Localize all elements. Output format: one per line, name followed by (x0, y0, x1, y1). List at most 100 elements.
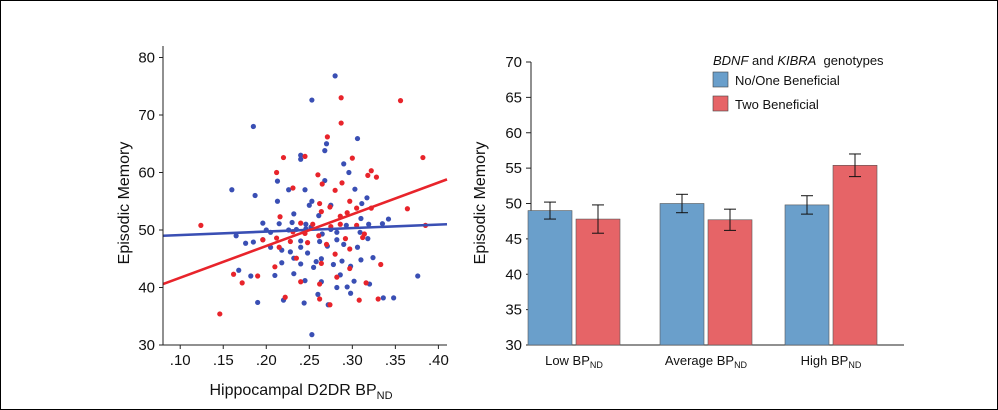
scatter-point-blue (346, 169, 352, 176)
scatter-point-red (338, 120, 344, 126)
bar-series (527, 153, 878, 346)
bar-y-tick-label: 50 (505, 196, 522, 213)
scatter-point-blue (311, 264, 317, 270)
scatter-point-red (356, 297, 362, 303)
bar-two-beneficial (707, 219, 753, 346)
scatter-point-blue (309, 198, 315, 204)
scatter-x-tick-label: .25 (299, 352, 320, 369)
scatter-point-red (255, 273, 261, 279)
scatter-point-red (347, 265, 353, 272)
scatter-point-blue (274, 198, 281, 204)
scatter-point-blue (365, 236, 371, 242)
scatter-point-blue (229, 187, 235, 193)
scatter-point-blue (415, 273, 421, 279)
scatter-point-blue (298, 244, 304, 250)
scatter-y-tick-label: 50 (138, 222, 155, 239)
scatter-point-blue (276, 221, 282, 227)
scatter-point-blue (291, 211, 297, 217)
scatter-point-red (298, 279, 304, 285)
scatter-point-red (327, 302, 333, 308)
scatter-x-tick-label: .20 (256, 352, 277, 369)
scatter-point-red (310, 221, 316, 227)
scatter-fit-line-blue (162, 222, 448, 238)
scatter-point-blue (272, 272, 278, 279)
scatter-point-blue (279, 260, 285, 266)
scatter-x-tick-label: .10 (170, 352, 191, 369)
legend-title-mid: and (748, 53, 777, 68)
scatter-point-red (354, 205, 360, 211)
scatter-point-blue (255, 299, 261, 306)
scatter-points (198, 73, 429, 338)
scatter-point-blue (366, 221, 372, 227)
scatter-point-blue (341, 161, 347, 167)
scatter-point-red (282, 294, 288, 300)
scatter-point-red (293, 255, 299, 261)
scatter-point-blue (348, 290, 354, 296)
scatter-point-red (276, 244, 282, 250)
scatter-point-red (304, 240, 311, 246)
bar-category-label-sub: ND (734, 360, 747, 370)
scatter-y-tick-label: 60 (138, 165, 155, 182)
scatter-point-blue (236, 267, 242, 273)
scatter-point-blue (309, 97, 315, 103)
scatter-x-tick-label: .35 (385, 352, 406, 369)
scatter-point-red (316, 233, 322, 239)
scatter-point-red (347, 246, 353, 252)
scatter-point-red (323, 241, 330, 247)
scatter-point-red (298, 220, 304, 226)
scatter-x-axis-label-sub: ND (377, 390, 393, 402)
bar-y-tick-label: 40 (505, 266, 522, 283)
legend-label-no-one: No/One Beneficial (735, 73, 840, 88)
bar-y-tick-label: 55 (505, 160, 522, 177)
scatter-point-blue (334, 237, 340, 243)
scatter-point-blue (289, 219, 295, 226)
scatter-y-tick-label: 80 (138, 50, 155, 67)
scatter-point-blue (286, 187, 292, 193)
scatter-y-tick-label: 40 (138, 280, 155, 297)
scatter-point-red (344, 210, 350, 216)
bar-y-tick-label: 65 (505, 89, 522, 106)
bar-y-tick-label: 70 (505, 54, 522, 71)
legend-title-gene2: KIBRA (777, 53, 816, 68)
scatter-x-tick-label: .40 (428, 352, 449, 369)
scatter-point-blue (260, 220, 266, 226)
scatter-point-blue (318, 256, 324, 262)
bar-y-tick-label: 45 (505, 231, 522, 248)
scatter-point-red (318, 209, 324, 215)
scatter-point-blue (287, 249, 293, 255)
bar-category-label: High BPND (801, 353, 862, 370)
scatter-point-blue (323, 141, 330, 147)
scatter-point-blue (298, 152, 304, 158)
scatter-point-blue (334, 284, 340, 291)
scatter-point-blue (358, 215, 364, 222)
scatter-point-blue (332, 73, 338, 79)
scatter-point-blue (322, 148, 328, 154)
scatter-point-red (324, 134, 330, 140)
scatter-point-red (327, 204, 333, 210)
scatter-point-red (318, 260, 324, 266)
bar-y-axis-label: Episodic Memory (472, 142, 489, 265)
bar-y-ticks: 30 35 40 45 50 55 60 65 70 (505, 54, 531, 354)
scatter-y-tick-label: 70 (138, 107, 155, 124)
scatter-x-tick-label: .30 (342, 352, 363, 369)
bar-category-label: Average BPND (665, 353, 748, 370)
scatter-y-tick-label: 30 (138, 337, 155, 354)
scatter-point-red (317, 200, 323, 207)
scatter-x-axis-label-main: Hippocampal D2DR BP (209, 382, 376, 399)
scatter-point-blue (303, 221, 309, 227)
scatter-point-blue (301, 300, 307, 306)
scatter-point-red (230, 271, 237, 277)
scatter-point-red (274, 169, 280, 176)
scatter-point-blue (252, 192, 258, 199)
bar-x-ticks: Low BPND Average BPND High BPND (545, 353, 862, 370)
scatter-fit-line-red (162, 178, 448, 286)
scatter-point-blue (354, 135, 361, 142)
scatter-point-red (338, 95, 344, 101)
scatter-point-red (373, 174, 380, 180)
scatter-point-red (342, 236, 349, 242)
scatter-point-red (280, 154, 287, 161)
bar-two-beneficial (575, 218, 621, 346)
bar-category-label-sub: ND (848, 360, 861, 370)
legend-title-gene1: BDNF (713, 53, 749, 68)
